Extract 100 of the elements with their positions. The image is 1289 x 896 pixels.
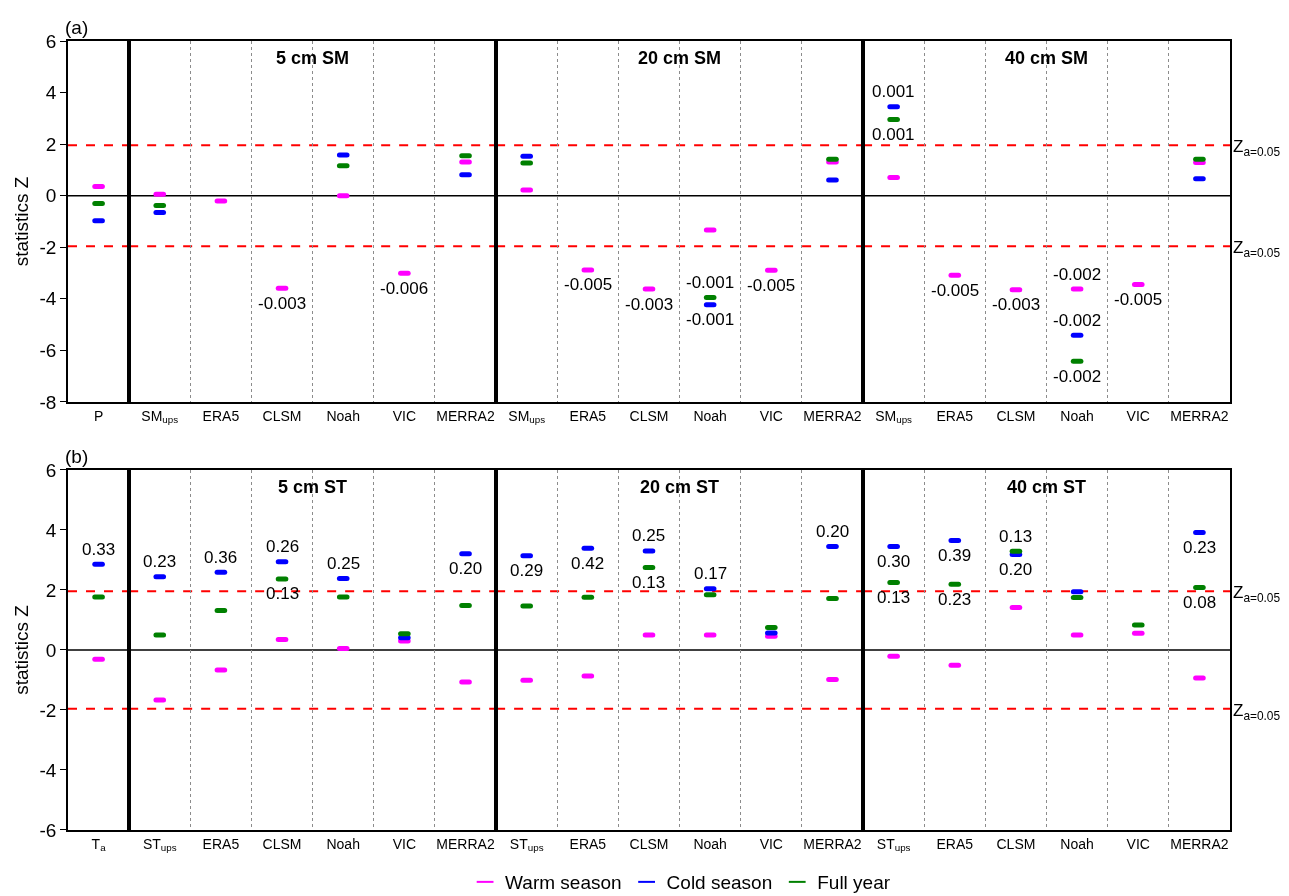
- text: (b): [65, 446, 89, 467]
- annotation: 0.25: [327, 554, 361, 573]
- chart-title: 5 cm SM: [276, 48, 350, 68]
- y-tick-label: -6: [39, 819, 57, 841]
- annotation: 0.08: [1183, 593, 1217, 612]
- x-tick-label: Noah: [326, 835, 360, 852]
- x-tick-label: MERRA2: [1170, 407, 1229, 424]
- annotation: 0.33: [82, 540, 116, 559]
- annotation: 0.20: [449, 559, 483, 578]
- y-tick-label: 4: [45, 82, 57, 104]
- x-tick-label: MERRA2: [436, 407, 495, 424]
- x-tick-label: CLSM: [629, 835, 669, 852]
- x-tick-label: CLSM: [629, 407, 669, 424]
- annotation: 0.30: [877, 552, 911, 571]
- x-tick-label: VIC: [1126, 835, 1150, 852]
- chart-title: 20 cm ST: [640, 477, 720, 497]
- x-tick-label: ST$_{ups}$: [509, 835, 544, 854]
- x-tick-label: VIC: [1126, 407, 1150, 424]
- x-tick-label: Noah: [326, 407, 360, 424]
- y-tick-label: 6: [45, 459, 57, 481]
- annotation: 0.17: [694, 564, 728, 583]
- annotation: 0.13: [266, 584, 300, 603]
- annotation: 0.001: [872, 82, 915, 101]
- text: Z$_{a=0.05}$: [1233, 701, 1281, 723]
- x-tick-label: Noah: [693, 835, 727, 852]
- x-tick-label: MERRA2: [436, 835, 495, 852]
- annotation: 0.20: [816, 522, 850, 541]
- x-tick-label: Noah: [1060, 407, 1094, 424]
- annotation: -0.005: [747, 276, 796, 295]
- x-tick-label: ERA5: [202, 835, 240, 852]
- y-tick-label: 0: [45, 639, 57, 661]
- annotation: 0.13: [877, 588, 911, 607]
- x-tick-label: ST$_{ups}$: [142, 835, 177, 854]
- x-tick-label: MERRA2: [1170, 835, 1229, 852]
- x-tick-label: VIC: [392, 835, 417, 852]
- chart-title: 40 cm SM: [1005, 48, 1089, 68]
- x-tick-label: Noah: [693, 407, 727, 424]
- x-tick-label: ERA5: [569, 835, 607, 852]
- legend-label: Warm season: [505, 872, 622, 894]
- annotation: 0.36: [204, 548, 238, 567]
- y-tick-label: 4: [45, 519, 57, 541]
- x-tick-label: P: [93, 407, 104, 424]
- annotation: -0.003: [992, 295, 1041, 314]
- chart-title: 40 cm ST: [1007, 477, 1087, 497]
- annotation: 0.13: [632, 573, 666, 592]
- x-tick-label: VIC: [759, 835, 783, 852]
- annotation: -0.006: [380, 279, 429, 298]
- x-tick-label: ERA5: [202, 407, 240, 424]
- y-tick-label: 2: [45, 579, 57, 601]
- chart-title: 20 cm SM: [638, 48, 722, 68]
- text: Z$_{a=0.05}$: [1233, 583, 1281, 605]
- annotation: -0.005: [1114, 290, 1163, 309]
- annotation: -0.003: [258, 294, 307, 313]
- annotation: -0.005: [931, 281, 980, 300]
- y-tick-label: -2: [39, 699, 57, 721]
- annotation: 0.23: [938, 590, 972, 609]
- text: (a): [65, 17, 89, 38]
- x-tick-label: VIC: [392, 407, 417, 424]
- y-tick-label: -4: [39, 288, 57, 310]
- annotation: 0.25: [632, 526, 666, 545]
- x-tick-label: VIC: [759, 407, 783, 424]
- y-tick-label: 0: [45, 185, 57, 207]
- annotation: 0.20: [999, 560, 1033, 579]
- y-tick-label: 2: [45, 133, 57, 155]
- text: Z$_{a=0.05}$: [1233, 137, 1281, 159]
- annotation: 0.23: [143, 552, 177, 571]
- y-tick-label: 6: [45, 30, 57, 52]
- x-tick-label: ST$_{ups}$: [876, 835, 911, 854]
- chart-title: 5 cm ST: [278, 477, 348, 497]
- annotation: -0.005: [564, 275, 613, 294]
- x-tick-label: ERA5: [936, 835, 974, 852]
- annotation: -0.002: [1053, 311, 1102, 330]
- x-tick-label: MERRA2: [803, 407, 862, 424]
- y-tick-label: -4: [39, 759, 57, 781]
- x-tick-label: SM$_{ups}$: [875, 407, 913, 426]
- y-tick-label: -2: [39, 236, 57, 258]
- text: Z$_{a=0.05}$: [1233, 238, 1281, 260]
- annotation: 0.39: [938, 546, 972, 565]
- x-tick-label: Noah: [1060, 835, 1094, 852]
- y-axis-title: statistics Z: [10, 604, 32, 695]
- annotation: -0.003: [625, 295, 674, 314]
- annotation: 0.29: [510, 561, 544, 580]
- x-tick-label: SM$_{ups}$: [508, 407, 546, 426]
- legend-label: Full year: [817, 872, 891, 894]
- annotation: 0.26: [266, 537, 300, 556]
- annotation: 0.001: [872, 125, 915, 144]
- x-tick-label: CLSM: [262, 407, 302, 424]
- legend-label: Cold season: [666, 872, 773, 894]
- x-tick-label: T$_{a}$: [91, 835, 107, 854]
- annotation: -0.001: [686, 310, 735, 329]
- y-axis-title: statistics Z: [10, 176, 32, 267]
- x-tick-label: MERRA2: [803, 835, 862, 852]
- x-tick-label: SM$_{ups}$: [141, 407, 179, 426]
- annotation: 0.13: [999, 527, 1033, 546]
- x-tick-label: ERA5: [936, 407, 974, 424]
- annotation: 0.42: [571, 554, 605, 573]
- annotation: -0.001: [686, 273, 735, 292]
- x-tick-label: CLSM: [996, 835, 1036, 852]
- annotation: -0.002: [1053, 367, 1102, 386]
- annotation: 0.23: [1183, 538, 1217, 557]
